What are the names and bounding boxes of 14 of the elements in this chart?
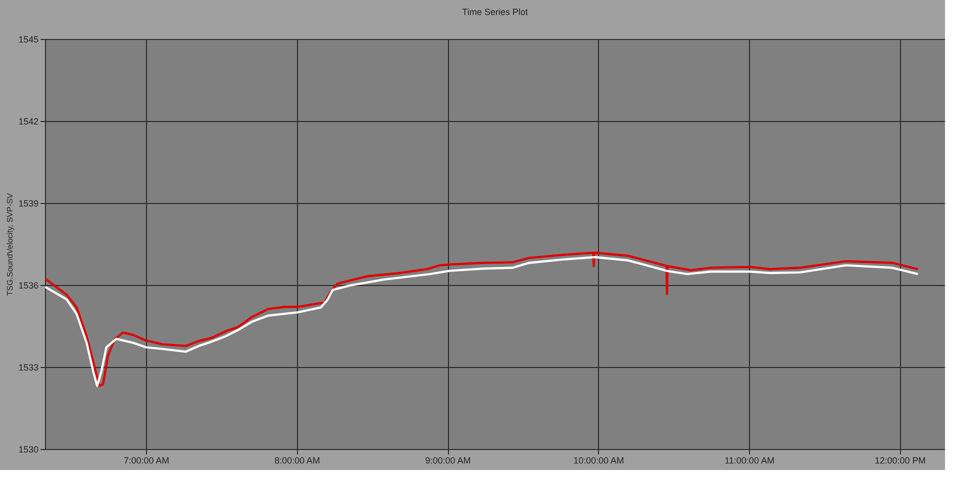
y-axis-title: TSG.SoundVelocity, SVP-SV bbox=[5, 192, 14, 296]
y-tick-label: 1536 bbox=[18, 280, 38, 290]
x-tick-label: 10:00:00 AM bbox=[573, 456, 624, 466]
x-tick-label: 8:00:00 AM bbox=[274, 456, 320, 466]
x-tick-label: 12:00:00 PM bbox=[874, 456, 926, 466]
y-tick-label: 1530 bbox=[18, 444, 38, 454]
y-tick-label: 1533 bbox=[18, 362, 38, 372]
x-tick-label: 7:00:00 AM bbox=[124, 456, 170, 466]
x-tick-label: 11:00:00 AM bbox=[724, 456, 774, 466]
chart-title: Time Series Plot bbox=[462, 7, 528, 17]
y-tick-label: 1545 bbox=[18, 34, 38, 44]
x-tick-label: 9:00:00 AM bbox=[425, 456, 471, 466]
y-tick-label: 1542 bbox=[18, 116, 38, 126]
y-tick-label: 1539 bbox=[18, 198, 38, 208]
